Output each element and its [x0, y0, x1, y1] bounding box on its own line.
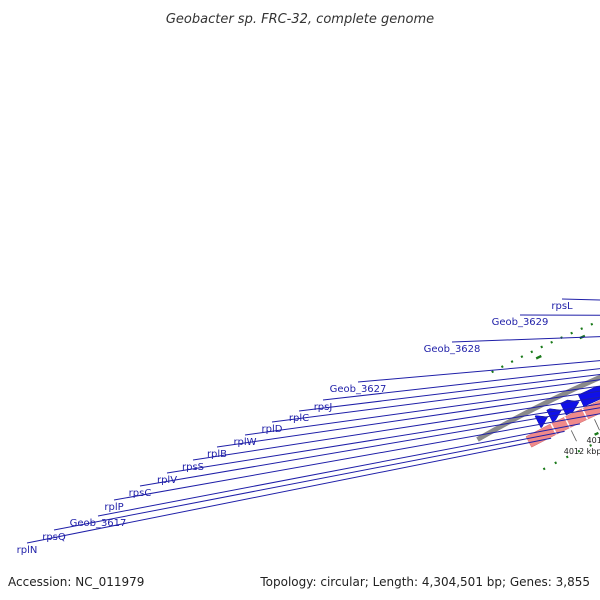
forward-cds	[577, 385, 600, 407]
gene-label: rplC	[289, 413, 309, 424]
gene-label: rplP	[104, 502, 123, 513]
gene-leader-line	[271, 379, 600, 423]
gene-label: Geob_3628	[424, 344, 481, 355]
gene-leader-line	[113, 413, 600, 501]
tick-label: 4012 kbp	[564, 447, 600, 456]
gene-leader-line	[53, 430, 565, 531]
gene-leader-line	[139, 407, 600, 487]
gene-label: rpsQ	[42, 532, 66, 543]
tick-mark	[594, 419, 600, 431]
gene-label: rplB	[207, 449, 227, 460]
gene-label: Geob_3627	[330, 384, 387, 395]
map-title: Geobacter sp. FRC-32, complete genome	[166, 12, 434, 27]
gene-leader-line	[244, 385, 600, 436]
gene-label: Geob_3617	[70, 518, 127, 529]
accession-text: Accession: NC_011979	[8, 575, 144, 589]
tick-mark	[570, 430, 577, 442]
gene-leader-line	[192, 396, 600, 461]
gene-leader-line	[451, 336, 600, 343]
gc-mark	[594, 431, 599, 436]
gene-leader-line	[322, 368, 600, 401]
gene-leader-line	[519, 314, 600, 316]
gene-leader-line	[357, 360, 600, 383]
gene-label: rplV	[157, 475, 177, 486]
gc-outer-dots	[491, 319, 600, 374]
forward-cds	[560, 399, 580, 416]
gene-label: rpsJ	[314, 402, 333, 413]
genome-summary-text: Topology: circular; Length: 4,304,501 bp…	[259, 575, 590, 589]
gene-label: rpsC	[129, 488, 152, 499]
gene-leader-line	[216, 390, 600, 448]
gene-label: rplD	[262, 424, 283, 435]
gene-leader-line	[166, 403, 600, 474]
gene-label: rplN	[17, 545, 38, 556]
gene-label: Geob_3629	[492, 317, 549, 328]
gene-leader-line	[298, 373, 600, 412]
gene-leader-line	[97, 423, 581, 517]
gc-mark	[535, 354, 542, 360]
gene-leader-line	[26, 437, 552, 544]
gene-label: rplW	[233, 437, 256, 448]
kbp-ticks: 4012 kbp4013 kbp4014 kbp4015 kbp4016 kbp…	[564, 419, 600, 456]
gene-label: rpsL	[551, 301, 573, 312]
tick-label: 4013 kbp	[587, 436, 600, 445]
gene-label: rpsS	[182, 462, 204, 473]
